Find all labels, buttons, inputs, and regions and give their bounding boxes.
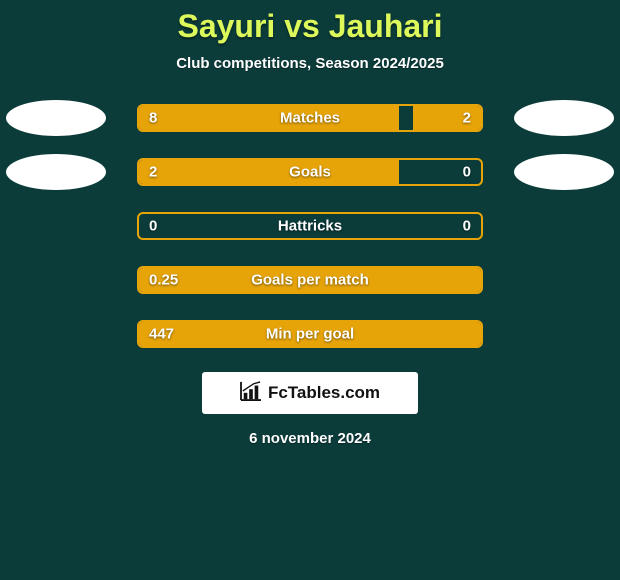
stats-container: 8 2 Matches 2 0 Goals 0 0 Hattricks 0.25 Goals per…: [0, 100, 620, 352]
stat-label: Matches: [280, 110, 340, 127]
stat-value-right: 0: [463, 218, 471, 235]
bar-fill-left: [139, 106, 399, 130]
page-title: Sayuri vs Jauhari: [0, 0, 620, 45]
stat-value-left: 8: [149, 110, 157, 127]
stat-value-left: 0.25: [149, 272, 178, 289]
date-label: 6 november 2024: [0, 430, 620, 447]
stat-row: 0.25 Goals per match: [0, 262, 620, 298]
stat-row: 447 Min per goal: [0, 316, 620, 352]
stat-value-right: 2: [463, 110, 471, 127]
stat-row: 2 0 Goals: [0, 154, 620, 190]
stat-value-left: 2: [149, 164, 157, 181]
team-badge-right: [514, 154, 614, 190]
stat-bar: 0 0 Hattricks: [137, 212, 483, 240]
stat-value-left: 447: [149, 326, 174, 343]
stat-bar: 8 2 Matches: [137, 104, 483, 132]
subtitle: Club competitions, Season 2024/2025: [0, 55, 620, 72]
stat-value-right: 0: [463, 164, 471, 181]
stat-label: Min per goal: [266, 326, 354, 343]
team-badge-left: [6, 100, 106, 136]
stat-bar: 0.25 Goals per match: [137, 266, 483, 294]
stat-bar: 447 Min per goal: [137, 320, 483, 348]
stat-bar: 2 0 Goals: [137, 158, 483, 186]
team-badge-left: [6, 154, 106, 190]
stat-value-left: 0: [149, 218, 157, 235]
stat-row: 0 0 Hattricks: [0, 208, 620, 244]
brand-text: FcTables.com: [268, 383, 380, 403]
stat-label: Hattricks: [278, 218, 342, 235]
team-badge-right: [514, 100, 614, 136]
chart-icon: [240, 381, 262, 406]
stat-row: 8 2 Matches: [0, 100, 620, 136]
bar-fill-left: [139, 160, 399, 184]
stat-label: Goals: [289, 164, 331, 181]
stat-label: Goals per match: [251, 272, 369, 289]
brand-panel[interactable]: FcTables.com: [202, 372, 418, 414]
